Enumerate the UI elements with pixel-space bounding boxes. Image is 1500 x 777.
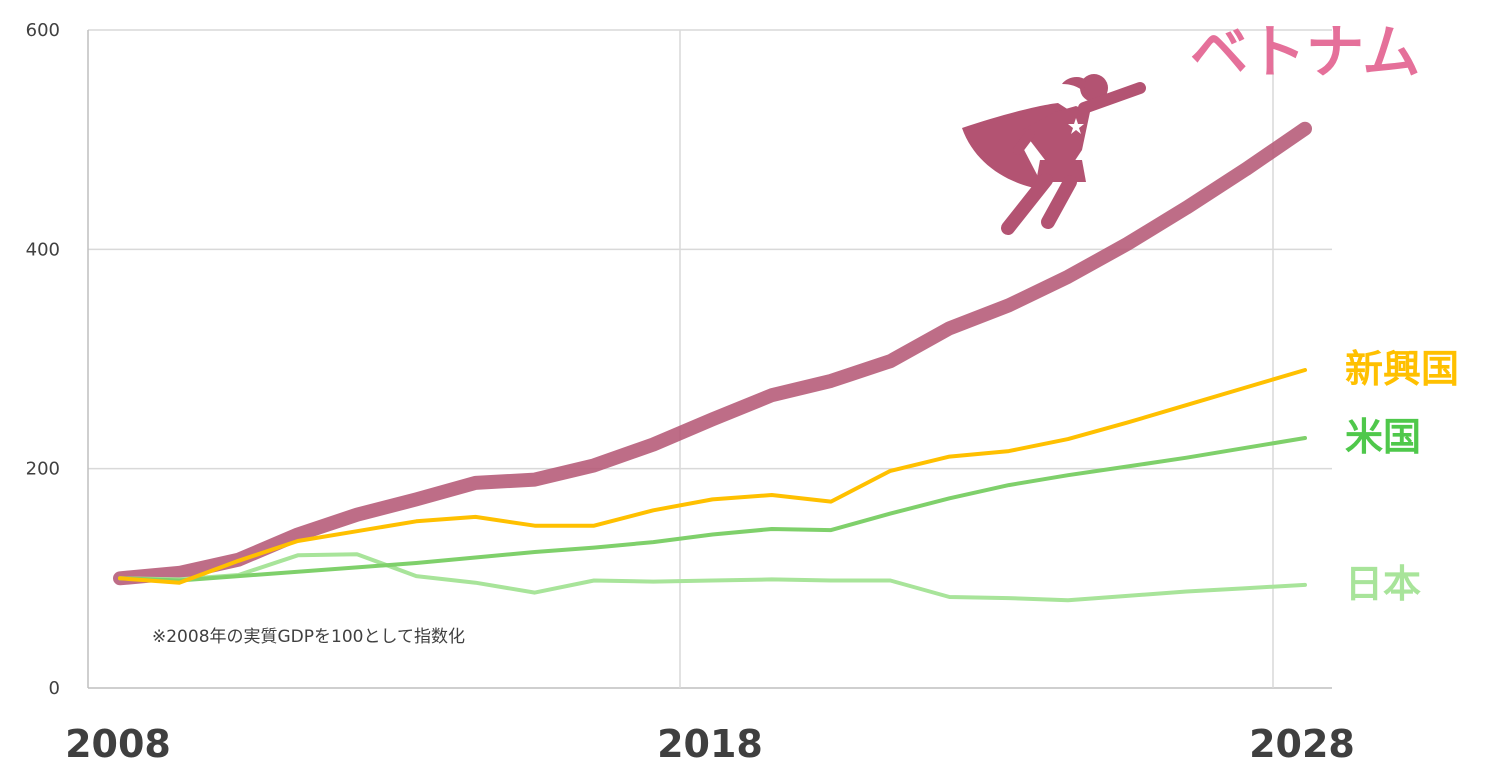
x-tick-label: 2028: [1249, 722, 1355, 766]
y-tick-label: 0: [49, 678, 60, 699]
y-tick-label: 400: [26, 239, 60, 260]
grid-lines: [87, 29, 1332, 689]
series-label: 米国: [1345, 415, 1421, 459]
x-tick-label: 2018: [657, 722, 763, 766]
y-tick-label: 200: [26, 459, 60, 480]
flying-superhero-icon: [962, 74, 1146, 235]
series-line: [118, 552, 1307, 603]
series-line: [118, 436, 1307, 583]
y-tick-label: 600: [26, 20, 60, 41]
series-line: [113, 121, 1312, 586]
series-label: ベトナム: [1190, 18, 1420, 86]
series-label: 新興国: [1345, 347, 1459, 391]
axes: 0 200 400 600 2008 2018 2028: [26, 20, 1355, 766]
series-label: 日本: [1345, 562, 1421, 606]
chart-note: ※2008年の実質GDPを100として指数化: [152, 627, 465, 647]
series-line: [118, 368, 1307, 585]
x-tick-label: 2008: [65, 722, 171, 766]
series-lines: [113, 121, 1312, 603]
